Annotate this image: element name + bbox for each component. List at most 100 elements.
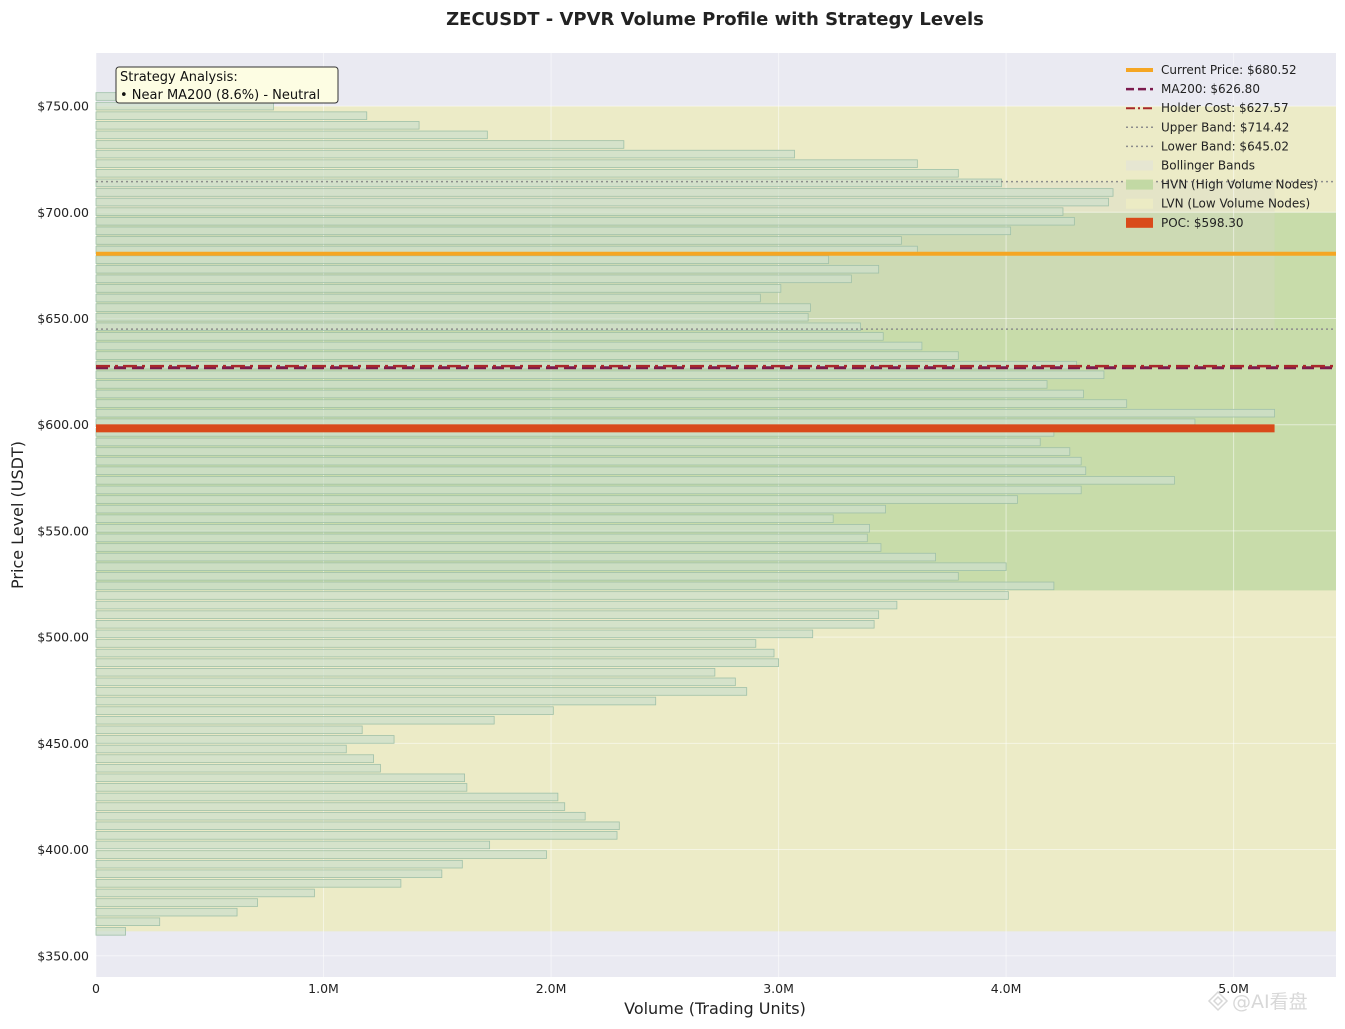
tick-labels: 0 1.0M 2.0M 3.0M 4.0M 5.0M $350.00 $400.00 $450.… xyxy=(37,99,1249,996)
volume-bar xyxy=(95,351,959,360)
volume-bar xyxy=(95,389,1084,399)
legend-item-5: Bollinger Bands xyxy=(1126,159,1255,173)
legend-swatch xyxy=(1126,198,1153,209)
watermark-logo-icon xyxy=(1207,990,1229,1012)
volume-bar xyxy=(95,629,814,639)
legend-item-7: LVN (Low Volume Nodes) xyxy=(1126,197,1310,211)
volume-bar xyxy=(95,303,811,312)
volume-bar xyxy=(95,591,1009,600)
volume-bar xyxy=(95,447,1071,456)
volume-bar xyxy=(95,533,868,543)
volume-bar xyxy=(95,226,1012,236)
volume-bar xyxy=(95,543,882,552)
y-tick-label-0: $350.00 xyxy=(37,948,89,963)
strategy-lines xyxy=(96,180,1336,370)
y-tick-label-3: $500.00 xyxy=(37,630,89,645)
volume-bar xyxy=(95,217,1075,226)
volume-bar xyxy=(95,811,586,821)
volume-bar xyxy=(95,466,1087,475)
legend-label: POC: $598.30 xyxy=(1161,216,1244,230)
volume-bar xyxy=(95,907,238,917)
volume-bar xyxy=(95,706,554,715)
volume-bar xyxy=(95,917,161,926)
volume-bar xyxy=(95,332,884,341)
volume-bar xyxy=(95,552,936,562)
volume-bar xyxy=(95,859,463,869)
watermark-text: @AI看盘 xyxy=(1232,991,1308,1013)
legend-label: MA200: $626.80 xyxy=(1161,82,1260,96)
volume-bar xyxy=(95,668,716,677)
volume-bar xyxy=(95,658,779,667)
volume-bar xyxy=(95,140,625,149)
legend-swatch xyxy=(1126,217,1153,228)
legend-swatch xyxy=(1126,160,1153,171)
legend-label: LVN (Low Volume Nodes) xyxy=(1161,197,1310,211)
volume-bar xyxy=(95,456,1082,466)
y-tick-label-1: $400.00 xyxy=(37,842,89,857)
volume-bar xyxy=(95,274,852,284)
volume-bar xyxy=(95,610,880,619)
x-tick-label-3: 3.0M xyxy=(763,981,794,996)
volume-bar xyxy=(95,725,363,735)
volume-bar xyxy=(95,735,395,744)
volume-bar xyxy=(95,821,620,831)
volume-bar xyxy=(95,121,420,130)
x-axis-label: Volume (Trading Units) xyxy=(624,999,806,1018)
volume-bar xyxy=(95,293,761,303)
volume-bar xyxy=(95,130,488,140)
y-tick-label-4: $550.00 xyxy=(37,523,89,538)
legend: Current Price: $680.52 MA200: $626.80 Hold… xyxy=(1126,63,1318,230)
volume-bar xyxy=(95,744,347,754)
volume-bar xyxy=(95,581,1055,591)
volume-bar xyxy=(95,264,880,274)
y-tick-label-7: $700.00 xyxy=(37,205,89,220)
volume-bar xyxy=(95,159,918,168)
volume-bar xyxy=(95,562,1007,571)
y-tick-label-2: $450.00 xyxy=(37,736,89,751)
legend-label: Holder Cost: $627.57 xyxy=(1161,101,1289,115)
legend-label: Current Price: $680.52 xyxy=(1161,63,1297,77)
watermark: @AI看盘 xyxy=(1207,990,1308,1013)
volume-bar xyxy=(95,677,736,687)
legend-label: Bollinger Bands xyxy=(1161,159,1255,173)
legend-label: HVN (High Volume Nodes) xyxy=(1161,178,1318,192)
legend-label: Lower Band: $645.02 xyxy=(1161,139,1289,153)
volume-bar xyxy=(95,840,491,850)
volume-bar xyxy=(95,437,1041,447)
chart-title: ZECUSDT - VPVR Volume Profile with Strat… xyxy=(446,9,984,30)
volume-bar xyxy=(95,898,258,907)
volume-bar xyxy=(95,197,1109,207)
y-tick-label-5: $600.00 xyxy=(37,417,89,432)
volume-bar xyxy=(95,284,782,293)
legend-item-8: POC: $598.30 xyxy=(1126,216,1244,230)
strategy-annotation: Strategy Analysis: • Near MA200 (8.6%) -… xyxy=(115,66,339,104)
annotation-line-1: Strategy Analysis: xyxy=(120,70,238,85)
volume-bar xyxy=(95,620,875,629)
volume-bar xyxy=(95,927,126,936)
volume-bar xyxy=(95,111,368,120)
volume-bar xyxy=(95,600,898,610)
legend-item-2: Holder Cost: $627.57 xyxy=(1126,101,1289,115)
x-tick-label-5: 5.0M xyxy=(1218,981,1249,996)
volume-bar xyxy=(95,495,1018,504)
volume-bar xyxy=(95,485,1082,495)
legend-item-1: MA200: $626.80 xyxy=(1126,82,1260,96)
volume-bar xyxy=(95,399,1128,408)
volume-bar xyxy=(95,754,374,763)
volume-bar xyxy=(95,380,1048,389)
volume-bar xyxy=(95,476,1175,485)
legend-swatch xyxy=(1126,179,1153,190)
legend-item-6: HVN (High Volume Nodes) xyxy=(1126,178,1318,192)
volume-bar xyxy=(95,188,1114,197)
volume-bar xyxy=(95,341,923,351)
volume-bar xyxy=(95,255,830,264)
volume-bar xyxy=(95,648,775,658)
volume-bar xyxy=(95,169,959,178)
legend-item-3: Upper Band: $714.42 xyxy=(1126,120,1289,134)
volume-bar xyxy=(95,572,959,581)
legend-label: Upper Band: $714.42 xyxy=(1161,120,1289,134)
x-tick-label-4: 4.0M xyxy=(991,981,1022,996)
volume-bar xyxy=(95,715,495,725)
volume-bar xyxy=(95,322,861,332)
